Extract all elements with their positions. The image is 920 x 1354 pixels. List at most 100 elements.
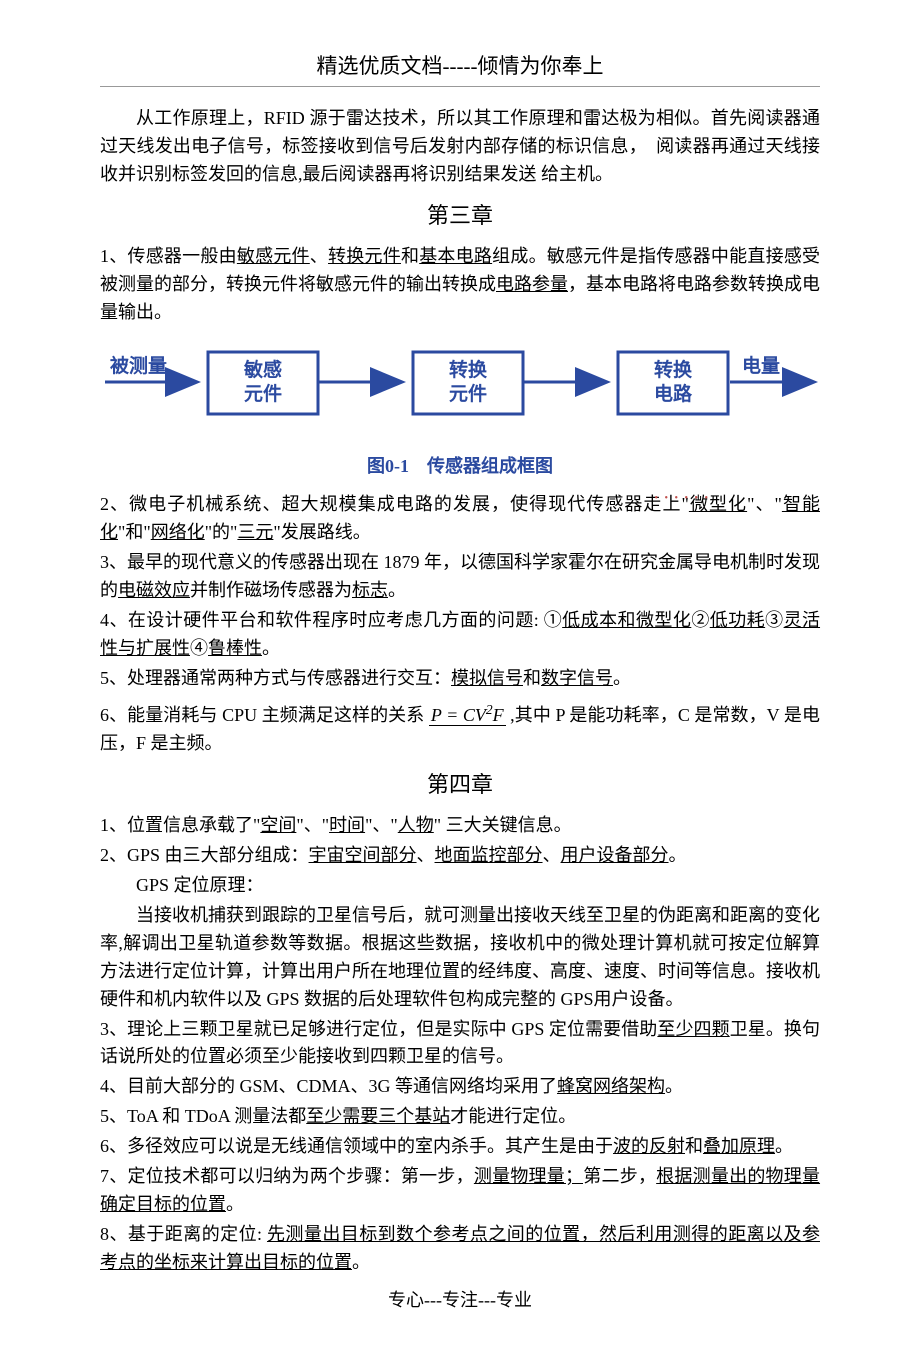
text: ② bbox=[691, 610, 709, 630]
text: "的" bbox=[205, 522, 238, 542]
box2-line1: 转换 bbox=[449, 358, 488, 381]
diagram-input-label: 被测量 bbox=[110, 354, 167, 377]
underline: 时间 bbox=[329, 815, 365, 835]
underline: 宇宙空间部分 bbox=[309, 845, 417, 865]
text: "和" bbox=[118, 522, 151, 542]
underline: 模拟信号 bbox=[451, 668, 523, 688]
ch3-item-2: 2、微电子机械系统、超大规模集成电路的发展，使得现代传感器走上"微型化"、"智能… bbox=[100, 491, 820, 547]
ch4-item-8: 8、基于距离的定位: 先测量出目标到数个参考点之间的位置，然后利用测得的距离以及… bbox=[100, 1221, 820, 1277]
text: 。 bbox=[775, 1136, 793, 1156]
text: "、" bbox=[747, 494, 782, 514]
text: 。 bbox=[613, 668, 631, 688]
text: ④ bbox=[190, 638, 208, 658]
underline: 用户设备部分 bbox=[561, 845, 669, 865]
intro-paragraph: 从工作原理上，RFID 源于雷达技术，所以其工作原理和雷达极为相似。首先阅读器通… bbox=[100, 105, 820, 189]
ch3-item-4: 4、在设计硬件平台和软件程序时应考虑几方面的问题: ①低成本和微型化②低功耗③灵… bbox=[100, 607, 820, 663]
underline: 敏感元件 bbox=[237, 246, 310, 266]
text: 、 bbox=[417, 845, 435, 865]
text: "、" bbox=[365, 815, 398, 835]
underline: 电磁效应 bbox=[118, 580, 190, 600]
text: 1、位置信息承载了" bbox=[100, 815, 260, 835]
underline: 空间 bbox=[260, 815, 296, 835]
text: 2、GPS 由三大部分组成： bbox=[100, 845, 309, 865]
box2-line2: 元件 bbox=[449, 382, 487, 405]
underline: 基本电路 bbox=[419, 246, 492, 266]
underline: 蜂窝网络架构 bbox=[557, 1076, 665, 1096]
underline: 地面监控部分 bbox=[435, 845, 543, 865]
text: 第二步， bbox=[583, 1166, 656, 1186]
text: 5、处理器通常两种方式与传感器进行交互： bbox=[100, 668, 451, 688]
text: 4、目前大部分的 GSM、CDMA、3G 等通信网络均采用了 bbox=[100, 1076, 557, 1096]
ch4-item-3: 3、理论上三颗卫星就已足够进行定位，但是实际中 GPS 定位需要借助至少四颗卫星… bbox=[100, 1016, 820, 1072]
text: 。 bbox=[388, 580, 406, 600]
text: 。 bbox=[665, 1076, 683, 1096]
ch3-item-6: 6、能量消耗与 CPU 主频满足这样的关系 P = CV2F ,其中 P 是能功… bbox=[100, 700, 820, 758]
box1-line1: 敏感 bbox=[243, 358, 282, 381]
ch4-item-4: 4、目前大部分的 GSM、CDMA、3G 等通信网络均采用了蜂窝网络架构。 bbox=[100, 1073, 820, 1101]
box3-line2: 电路 bbox=[654, 382, 693, 405]
ch4-item-2: 2、GPS 由三大部分组成：宇宙空间部分、地面监控部分、用户设备部分。 bbox=[100, 842, 820, 870]
document-page: 精选优质文档-----倾情为你奉上 从工作原理上，RFID 源于雷达技术，所以其… bbox=[0, 0, 920, 1354]
underline: 网络化 bbox=[151, 522, 205, 542]
text: 和 bbox=[401, 246, 419, 266]
underline: 至少需要三个基站 bbox=[306, 1106, 450, 1126]
text: 才能进行定位。 bbox=[450, 1106, 576, 1126]
underline: 波的反射 bbox=[613, 1136, 685, 1156]
text: 、 bbox=[310, 246, 328, 266]
text: 4、在设计硬件平台和软件程序时应考虑几方面的问题: ① bbox=[100, 610, 562, 630]
ch4-item-5: 5、ToA 和 TDoA 测量法都至少需要三个基站才能进行定位。 bbox=[100, 1103, 820, 1131]
text: 3、理论上三颗卫星就已足够进行定位，但是实际中 GPS 定位需要借助 bbox=[100, 1019, 657, 1039]
diagram-caption: 图0-1 传感器组成框图 bbox=[100, 453, 820, 481]
text: 2、微电子机械系统、超大规模集成电路的发展，使得现代传感器走上" bbox=[100, 494, 689, 514]
diagram-output-label: 电量 bbox=[742, 354, 780, 377]
chapter-3-title: 第三章 bbox=[100, 199, 820, 233]
text: 。 bbox=[262, 638, 280, 658]
text: 。 bbox=[669, 845, 687, 865]
underline: 测量物理量； bbox=[474, 1166, 583, 1186]
ch4-item-2b: GPS 定位原理： bbox=[100, 872, 820, 900]
page-footer: 专心---专注---专业 bbox=[100, 1287, 820, 1315]
ch3-item-3: 3、最早的现代意义的传感器出现在 1879 年，以德国科学家霍尔在研究金属导电机… bbox=[100, 549, 820, 605]
underline: 电路参量 bbox=[496, 274, 568, 294]
box3-line1: 转换 bbox=[654, 358, 693, 381]
underline: 转换元件 bbox=[328, 246, 401, 266]
text: 和 bbox=[523, 668, 541, 688]
underline: 鲁棒性 bbox=[208, 638, 262, 658]
text: 1、传感器一般由 bbox=[100, 246, 237, 266]
text: 和 bbox=[685, 1136, 703, 1156]
ch4-item-2c: 当接收机捕获到跟踪的卫星信号后，就可测量出接收天线至卫星的伪距离和距离的变化率,… bbox=[100, 902, 820, 1014]
ch4-item-1: 1、位置信息承载了"空间"、"时间"、"人物" 三大关键信息。 bbox=[100, 812, 820, 840]
text: 并制作磁场传感器为 bbox=[190, 580, 352, 600]
decorative-dots: • • • • • • bbox=[654, 491, 710, 507]
underline: 低功耗 bbox=[710, 610, 765, 630]
text: " 三大关键信息。 bbox=[434, 815, 572, 835]
text: 7、定位技术都可以归纳为两个步骤：第一步， bbox=[100, 1166, 474, 1186]
box1-line2: 元件 bbox=[244, 382, 282, 405]
text: ③ bbox=[765, 610, 783, 630]
formula: P = CV2F bbox=[429, 705, 506, 726]
header-rule bbox=[100, 86, 820, 87]
ch4-item-7: 7、定位技术都可以归纳为两个步骤：第一步，测量物理量；第二步，根据测量出的物理量… bbox=[100, 1163, 820, 1219]
text: 6、多径效应可以说是无线通信领域中的室内杀手。其产生是由于 bbox=[100, 1136, 613, 1156]
underline: 至少四颗 bbox=[657, 1019, 729, 1039]
underline: 人物 bbox=[398, 815, 434, 835]
text: 。 bbox=[352, 1252, 370, 1272]
text: "、" bbox=[296, 815, 329, 835]
flowchart-svg: 被测量 敏感 元件 转换 元件 转换 电路 电量 bbox=[100, 340, 820, 430]
text: "发展路线。 bbox=[273, 522, 370, 542]
text: 。 bbox=[226, 1194, 244, 1214]
underline: 标志 bbox=[352, 580, 388, 600]
sensor-diagram: 被测量 敏感 元件 转换 元件 转换 电路 电量 bbox=[100, 340, 820, 439]
page-header: 精选优质文档-----倾情为你奉上 bbox=[100, 50, 820, 80]
chapter-4-title: 第四章 bbox=[100, 768, 820, 802]
ch3-item-5: 5、处理器通常两种方式与传感器进行交互：模拟信号和数字信号。 bbox=[100, 665, 820, 693]
text: 8、基于距离的定位: bbox=[100, 1224, 267, 1244]
text: 5、ToA 和 TDoA 测量法都 bbox=[100, 1106, 306, 1126]
underline: 三元 bbox=[237, 522, 273, 542]
ch4-item-6: 6、多径效应可以说是无线通信领域中的室内杀手。其产生是由于波的反射和叠加原理。 bbox=[100, 1133, 820, 1161]
underline: 低成本和微型化 bbox=[562, 610, 691, 630]
underline: 叠加原理 bbox=[703, 1136, 775, 1156]
text: 、 bbox=[543, 845, 561, 865]
ch3-item-1: 1、传感器一般由敏感元件、转换元件和基本电路组成。敏感元件是指传感器中能直接感受… bbox=[100, 243, 820, 327]
underline: 数字信号 bbox=[541, 668, 613, 688]
